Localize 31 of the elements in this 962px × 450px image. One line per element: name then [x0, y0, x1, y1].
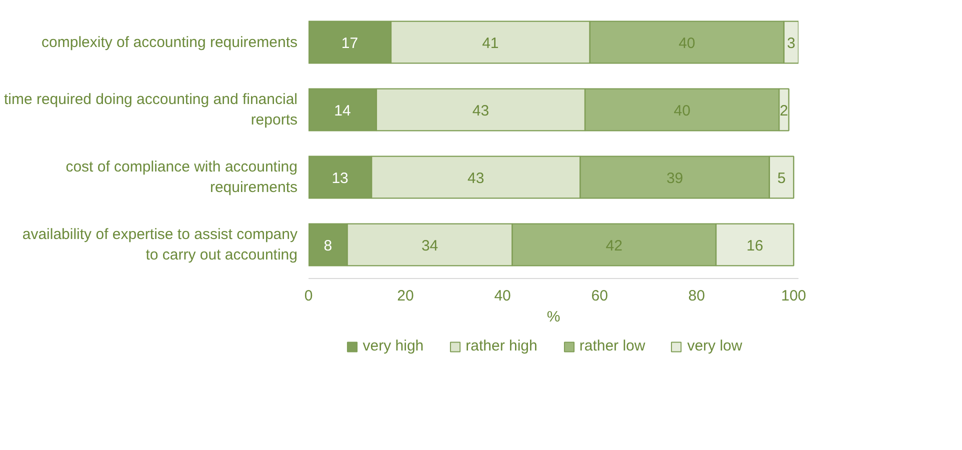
data-label: 34 — [421, 237, 438, 254]
data-label: 40 — [674, 102, 690, 120]
x-tick-label: 20 — [397, 288, 414, 304]
x-tick-label: 0 — [304, 288, 313, 304]
x-tick-label: 80 — [688, 288, 705, 304]
data-label: 16 — [746, 237, 764, 254]
data-label: 42 — [606, 237, 622, 254]
data-label: 3 — [787, 34, 796, 52]
legend-label: rather low — [579, 338, 646, 354]
x-tick-label: 40 — [494, 288, 511, 304]
data-label: 43 — [468, 170, 484, 187]
legend-label: very low — [687, 338, 742, 354]
data-label: 8 — [324, 237, 332, 254]
data-label: 13 — [332, 170, 348, 187]
x-tick-label: 100 — [781, 288, 806, 304]
data-label: 17 — [341, 34, 358, 52]
data-label: 5 — [777, 170, 786, 187]
data-label: 39 — [666, 170, 684, 187]
data-label: 43 — [472, 102, 490, 120]
y-tick-label: time required doing accounting and financial reports — [4, 91, 298, 128]
x-tick-label: 60 — [591, 288, 608, 304]
legend-label: very high — [362, 338, 424, 354]
data-label: 40 — [678, 34, 696, 52]
y-tick-label: cost of compliance with accounting requirements — [66, 158, 298, 196]
data-label: 41 — [482, 34, 499, 52]
y-tick-label: complexity of accounting requirements — [42, 34, 298, 51]
data-label: 14 — [334, 102, 351, 120]
data-label: 2 — [780, 102, 788, 120]
x-axis-title: % — [546, 308, 560, 326]
y-tick-label: availability of expertise to assist company to carry out accounting — [22, 226, 298, 264]
legend-label: rather high — [466, 338, 538, 354]
